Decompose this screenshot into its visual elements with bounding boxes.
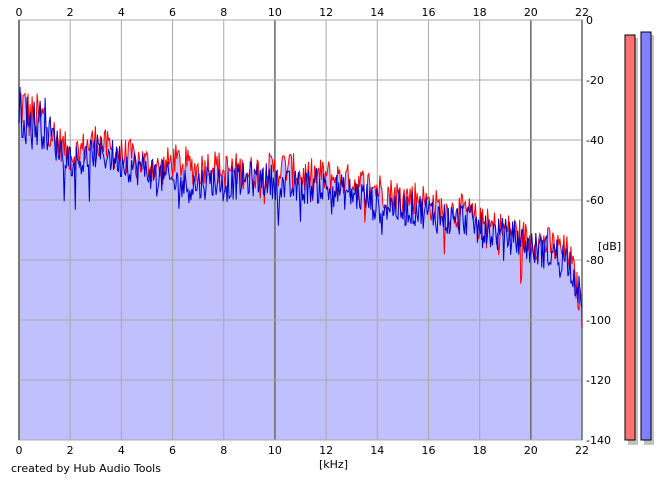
x-tick-label-bottom: 8 (220, 444, 227, 457)
x-tick-label-bottom: 12 (319, 444, 333, 457)
credit-text: created by Hub Audio Tools (11, 462, 161, 475)
x-tick-label-top: 22 (575, 6, 589, 19)
x-tick-label-top: 18 (473, 6, 487, 19)
y-tick-label: -140 (586, 434, 611, 447)
level-meter-bar (640, 31, 652, 441)
x-tick-label-bottom: 0 (16, 444, 23, 457)
x-tick-label-bottom: 4 (118, 444, 125, 457)
y-tick-label: -20 (586, 74, 604, 87)
y-tick-label: -120 (586, 374, 611, 387)
y-ticks: 0 -20 -40 -60 -80 -100 -120 -140 (586, 14, 611, 447)
grid (18, 19, 583, 441)
x-tick-label-top: 4 (118, 6, 125, 19)
x-tick-label-bottom: 10 (268, 444, 282, 457)
level-meter-bar (624, 34, 636, 441)
x-tick-label-top: 10 (268, 6, 282, 19)
x-tick-label-top: 14 (370, 6, 384, 19)
x-ticks-top: 0 2 4 6 8 10 12 14 16 18 20 22 (16, 6, 590, 19)
y-tick-label: -100 (586, 314, 611, 327)
x-tick-label-bottom: 6 (169, 444, 176, 457)
y-tick-label: -80 (586, 254, 604, 267)
x-tick-label-bottom: 18 (473, 444, 487, 457)
x-tick-label-bottom: 22 (575, 444, 589, 457)
x-tick-label-bottom: 2 (67, 444, 74, 457)
x-tick-label-bottom: 16 (421, 444, 435, 457)
x-tick-label-top: 6 (169, 6, 176, 19)
x-tick-label-top: 12 (319, 6, 333, 19)
x-ticks-bottom: 0 2 4 6 8 10 12 14 16 18 20 22 (16, 444, 590, 457)
y-tick-label: -60 (586, 194, 604, 207)
series-line-1 (18, 86, 583, 308)
x-tick-label-top: 8 (220, 6, 227, 19)
level-meters (624, 31, 654, 445)
x-tick-label-top: 2 (67, 6, 74, 19)
y-tick-label: -40 (586, 134, 604, 147)
x-tick-label-top: 20 (524, 6, 538, 19)
series-lines (18, 86, 583, 329)
x-axis-title: [kHz] (319, 458, 348, 471)
y-axis-title: [dB] (598, 240, 621, 253)
x-tick-label-top: 0 (16, 6, 23, 19)
y-tick-label: 0 (586, 14, 593, 27)
x-tick-label-top: 16 (421, 6, 435, 19)
x-tick-label-bottom: 20 (524, 444, 538, 457)
x-tick-label-bottom: 14 (370, 444, 384, 457)
